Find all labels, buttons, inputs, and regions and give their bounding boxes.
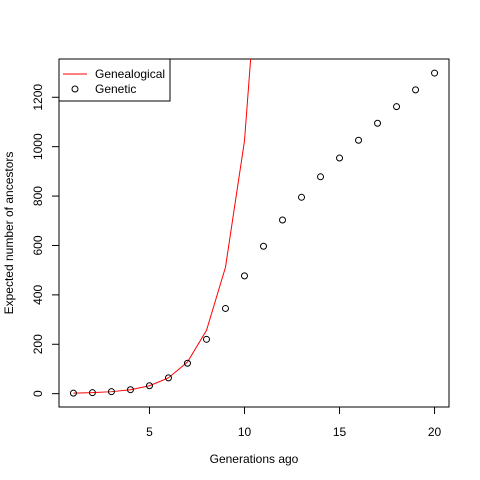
- genetic-point: [69, 389, 77, 397]
- y-tick-label: 400: [31, 285, 45, 305]
- x-tick-label: 10: [238, 425, 252, 439]
- y-axis-label: Expected number of ancestors: [2, 152, 16, 315]
- genetic-point: [126, 386, 134, 394]
- genetic-point: [279, 216, 287, 224]
- y-tick-label: 200: [31, 334, 45, 354]
- genetic-point: [355, 136, 363, 144]
- genetic-point: [260, 242, 268, 250]
- genealogical-line: [73, 59, 252, 394]
- genetic-point: [374, 119, 382, 127]
- x-tick-label: 15: [333, 425, 347, 439]
- legend-box: [58, 58, 171, 102]
- y-tick-label: 1200: [31, 84, 45, 111]
- genetic-point: [431, 69, 439, 77]
- x-tick-label: 5: [146, 425, 153, 439]
- legend-label-genetic: Genetic: [95, 82, 136, 96]
- x-tick-label: 20: [428, 425, 442, 439]
- genetic-point: [88, 389, 96, 397]
- genetic-point: [183, 359, 191, 367]
- x-axis-label: Generations ago: [210, 452, 299, 466]
- y-tick-label: 0: [31, 390, 45, 397]
- genetic-point: [202, 335, 210, 343]
- genetic-point: [107, 388, 115, 396]
- genetic-point: [393, 103, 401, 111]
- y-tick-label: 800: [31, 186, 45, 206]
- plot-area: [69, 59, 439, 397]
- plot-frame: [58, 58, 450, 408]
- legend-point-swatch: [71, 85, 79, 93]
- legend-label-genealogical: Genealogical: [95, 67, 165, 81]
- y-tick-label: 600: [31, 235, 45, 255]
- genetic-point: [412, 86, 420, 94]
- genetic-points: [69, 69, 439, 397]
- genetic-point: [317, 173, 325, 181]
- genetic-point: [240, 272, 248, 280]
- y-tick-label: 1000: [31, 133, 45, 160]
- legend: Genealogical Genetic: [58, 58, 171, 102]
- genetic-point: [221, 304, 229, 312]
- genetic-point: [164, 374, 172, 382]
- genetic-point: [336, 154, 344, 162]
- genetic-point: [298, 193, 306, 201]
- y-axis: 0 200 400 600 800 1000 1200: [31, 84, 60, 397]
- x-axis: 5 10 15 20: [146, 406, 442, 439]
- genetic-point: [145, 382, 153, 390]
